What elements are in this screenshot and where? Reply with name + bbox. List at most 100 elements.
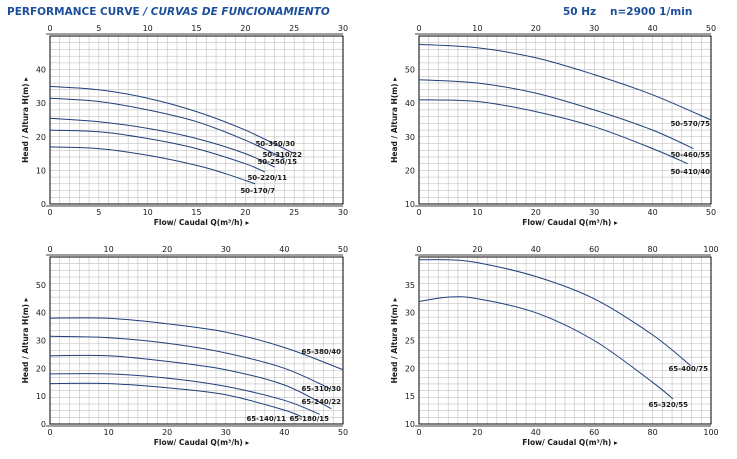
series-label: 50-350/30 [255,140,295,148]
y-tick-label: 10 [405,200,415,209]
page-title: PERFORMANCE CURVE / CURVAS DE FUNCIONAMI… [7,6,330,18]
x-tick-label: 10 [143,208,153,217]
x-tick-label-top: 20 [531,24,541,33]
y-tick-label: 10 [36,166,46,175]
x-tick-label-top: 10 [143,24,153,33]
x-tick-label: 30 [589,208,599,217]
series-label: 65-320/55 [648,401,688,409]
x-tick-label-top: 25 [289,24,299,33]
x-tick-label: 5 [96,208,101,217]
x-tick-label: 10 [104,428,114,437]
series-line-65-180/15 [49,373,320,415]
series-line-50-250/15 [49,117,275,168]
x-tick-label: 50 [338,428,348,437]
x-tick-label-top: 10 [104,245,114,254]
x-tick-label-top: 30 [338,24,348,33]
x-tick-label-top: 40 [531,245,541,254]
x-tick-label-top: 40 [648,24,658,33]
series-label: 50-220/11 [247,174,287,182]
x-axis-label: Flow/ Caudal Q(m³/h) ▸ [154,438,250,447]
x-tick-label: 20 [531,208,541,217]
series-line-65-310/30 [49,335,332,390]
grid [50,36,343,204]
series-line-50-220/11 [49,129,266,173]
series-line-65-320/55 [418,296,674,400]
series-line-50-570/75 [418,43,712,121]
x-tick-label-top: 80 [648,245,658,254]
x-tick-label-top: 100 [703,245,718,254]
x-tick-label-top: 0 [47,245,52,254]
series-line-50-460/55 [418,79,694,150]
x-tick-label-top: 20 [472,245,482,254]
y-axis-label: Head / Altura H(m) ▸ [21,297,30,383]
x-tick-label-top: 20 [162,245,172,254]
series-label: 65-400/75 [668,365,708,373]
series-label: 65-140/11 [246,415,286,423]
x-tick-label-top: 10 [472,24,482,33]
y-tick-label: 40 [36,309,46,318]
x-tick-label-top: 30 [221,245,231,254]
series-label: 65-180/15 [289,415,329,423]
series-label: 50-250/15 [257,158,297,166]
y-tick-label: 30 [405,133,415,142]
x-tick-label: 20 [472,428,482,437]
x-tick-label: 0 [47,428,52,437]
x-tick-label: 100 [703,428,718,437]
y-tick-label: 50 [36,281,46,290]
x-tick-label-top: 20 [240,24,250,33]
x-tick-label-top: 0 [416,24,421,33]
x-tick-label: 80 [648,428,658,437]
x-tick-label-top: 40 [279,245,289,254]
x-tick-label: 25 [289,208,299,217]
series-label: 65-240/22 [301,398,341,406]
x-tick-label-top: 50 [706,24,716,33]
x-axis-label: Flow/ Caudal Q(m³/h) ▸ [522,218,618,227]
series-line-65-380/40 [49,317,344,371]
series-label: 50-410/40 [670,168,710,176]
y-tick-label: 35 [405,281,415,290]
grid [419,257,711,424]
y-tick-label: 50 [405,66,415,75]
y-tick-label: 30 [36,99,46,108]
x-tick-label: 0 [47,208,52,217]
y-tick-label: 40 [405,99,415,108]
x-tick-label: 15 [191,208,201,217]
x-tick-label: 20 [240,208,250,217]
y-tick-label: 20 [36,364,46,373]
x-tick-label: 40 [648,208,658,217]
series-label: 50-310/22 [262,151,302,159]
x-tick-label-top: 60 [589,245,599,254]
series-label: 65-310/30 [301,385,341,393]
x-tick-label-top: 0 [47,24,52,33]
y-tick-label: 0 [41,200,46,209]
frequency-label: 50 Hz [563,6,597,18]
x-tick-label: 20 [162,428,172,437]
x-tick-label: 10 [472,208,482,217]
series-line-65-140/11 [49,382,303,418]
y-axis-label: Head / Altura H(m) ▸ [390,77,399,163]
header: PERFORMANCE CURVE / CURVAS DE FUNCIONAMI… [0,0,737,22]
series-line-50-170/7 [49,146,256,185]
x-tick-label-top: 5 [96,24,101,33]
y-tick-label: 20 [405,166,415,175]
speed-label: n=2900 1/min [610,6,693,18]
x-tick-label: 0 [416,428,421,437]
series-line-50-310/22 [49,97,285,160]
y-tick-label: 20 [36,133,46,142]
x-tick-label: 60 [589,428,599,437]
x-tick-label: 40 [531,428,541,437]
series-label: 50-570/75 [670,120,710,128]
y-tick-label: 25 [405,337,415,346]
series-label: 50-170/7 [240,187,275,195]
y-tick-label: 10 [36,392,46,401]
x-tick-label-top: 15 [191,24,201,33]
chart-4: 0 0 20 20 40 40 60 60 80 80 100 100 10 15 20 25 30 35 Flow… [390,245,719,447]
y-axis-label: Head / Altura H(m) ▸ [390,297,399,383]
series-label: 65-380/40 [301,348,341,356]
x-tick-label: 40 [279,428,289,437]
x-tick-label: 30 [221,428,231,437]
